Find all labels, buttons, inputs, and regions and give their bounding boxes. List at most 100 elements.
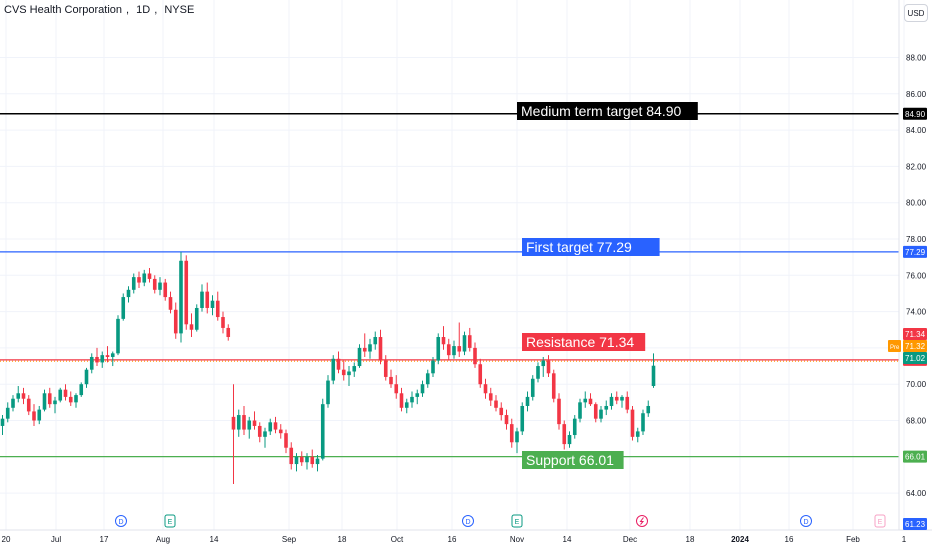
candle-down bbox=[509, 424, 514, 443]
candle-down bbox=[289, 447, 294, 465]
price-tick-label: 68.00 bbox=[906, 417, 927, 426]
candle-down bbox=[557, 398, 561, 425]
candle-down bbox=[478, 364, 483, 385]
price-tick-label: 88.00 bbox=[906, 54, 927, 63]
price-tag bbox=[903, 340, 927, 352]
dividend-marker-letter: D bbox=[465, 519, 470, 526]
candle-down bbox=[389, 376, 393, 385]
dividend-marker-icon bbox=[115, 515, 127, 527]
time-tick-label: 2024 bbox=[731, 535, 749, 544]
symbol-header[interactable]: CVS Health Corporation, 1D, NYSE bbox=[4, 4, 198, 16]
level-price-tag bbox=[903, 107, 927, 120]
candle-up bbox=[583, 398, 588, 403]
price-tag bbox=[903, 352, 927, 364]
candle-up bbox=[37, 409, 42, 421]
candle-down bbox=[278, 429, 283, 434]
candle-up bbox=[462, 335, 467, 352]
earnings-marker-letter: E bbox=[168, 519, 173, 526]
candle-up bbox=[179, 260, 183, 334]
candle-up bbox=[200, 291, 204, 308]
level-label-text: Support 66.01 bbox=[526, 452, 614, 468]
level-price-tag-text: 84.90 bbox=[905, 110, 926, 119]
candle-down bbox=[152, 278, 157, 290]
candle-up bbox=[352, 366, 357, 372]
candle-down bbox=[257, 425, 262, 437]
candle-up bbox=[420, 384, 425, 394]
candle-down bbox=[399, 393, 404, 408]
level-label-box bbox=[522, 238, 660, 256]
candle-down bbox=[394, 384, 399, 394]
candle-up bbox=[326, 380, 330, 405]
time-tick-label: 16 bbox=[448, 535, 457, 544]
candle-up bbox=[0, 418, 5, 426]
price-tag bbox=[903, 518, 927, 530]
candle-down bbox=[494, 400, 498, 408]
candle-up bbox=[609, 396, 614, 406]
candle-down bbox=[226, 327, 231, 338]
time-tick-label: 16 bbox=[785, 535, 794, 544]
candle-up bbox=[79, 384, 84, 396]
earnings-marker-icon bbox=[511, 514, 523, 528]
candles bbox=[0, 251, 656, 485]
level-label-text: Resistance 71.34 bbox=[526, 334, 634, 350]
candle-up bbox=[520, 405, 525, 432]
candle-up bbox=[572, 418, 577, 436]
time-tick-label: 14 bbox=[563, 535, 572, 544]
candle-up bbox=[415, 393, 420, 397]
candle-up bbox=[404, 402, 409, 408]
time-tick-label: Jul bbox=[51, 535, 61, 544]
candle-up bbox=[620, 396, 624, 401]
candle-up bbox=[236, 415, 241, 430]
candle-down bbox=[63, 389, 68, 397]
price-tick-label: 70.00 bbox=[906, 380, 927, 389]
candle-down bbox=[362, 347, 367, 352]
candle-down bbox=[252, 420, 257, 426]
candle-up bbox=[604, 405, 609, 410]
candle-down bbox=[310, 456, 315, 465]
candle-down bbox=[173, 309, 178, 334]
earnings-marker-icon bbox=[874, 514, 886, 528]
candle-down bbox=[336, 358, 341, 370]
candle-up bbox=[142, 273, 147, 283]
currency-button[interactable]: USD bbox=[904, 4, 928, 22]
candle-up bbox=[347, 371, 351, 376]
candle-up bbox=[121, 297, 126, 319]
premarket-badge-text: Pre bbox=[890, 345, 900, 351]
candle-up bbox=[599, 409, 603, 419]
candle-up bbox=[536, 366, 540, 379]
earnings-marker-icon bbox=[164, 514, 176, 528]
candle-up bbox=[452, 346, 456, 356]
level-label-text: Medium term target 84.90 bbox=[521, 103, 682, 119]
candle-up bbox=[110, 353, 115, 357]
candle-down bbox=[205, 291, 210, 308]
candle-up bbox=[84, 369, 89, 385]
candle-up bbox=[320, 404, 325, 459]
candle-down bbox=[231, 416, 236, 430]
time-axis[interactable]: 20 Jul 17 Aug 14 Sep 18 Oct 16 Nov 14 Dec 18 2024 16 Fe… bbox=[2, 535, 907, 544]
price-tag-text: 71.34 bbox=[905, 330, 926, 339]
header-separator: , bbox=[154, 4, 158, 16]
price-tick-label: 78.00 bbox=[906, 235, 927, 244]
candle-up bbox=[158, 282, 162, 290]
candle-up bbox=[16, 393, 21, 399]
candle-down bbox=[68, 396, 73, 403]
level-labels: Medium term target 84.90 First target 77.… bbox=[517, 102, 698, 469]
candle-down bbox=[446, 344, 451, 356]
candle-up bbox=[5, 407, 10, 419]
level-lines bbox=[0, 113, 899, 458]
candle-down bbox=[441, 337, 446, 345]
level-label-box bbox=[522, 333, 646, 351]
candle-up bbox=[331, 358, 336, 381]
candle-down bbox=[189, 324, 194, 330]
time-tick-label: 20 bbox=[2, 535, 11, 544]
time-tick-label: 18 bbox=[338, 535, 347, 544]
candle-up bbox=[74, 395, 78, 403]
candle-up bbox=[567, 435, 572, 445]
candle-down bbox=[483, 384, 488, 394]
candle-down bbox=[184, 260, 189, 325]
candle-up bbox=[646, 405, 651, 414]
price-tick-label: 76.00 bbox=[906, 271, 927, 280]
candle-down bbox=[168, 297, 173, 310]
